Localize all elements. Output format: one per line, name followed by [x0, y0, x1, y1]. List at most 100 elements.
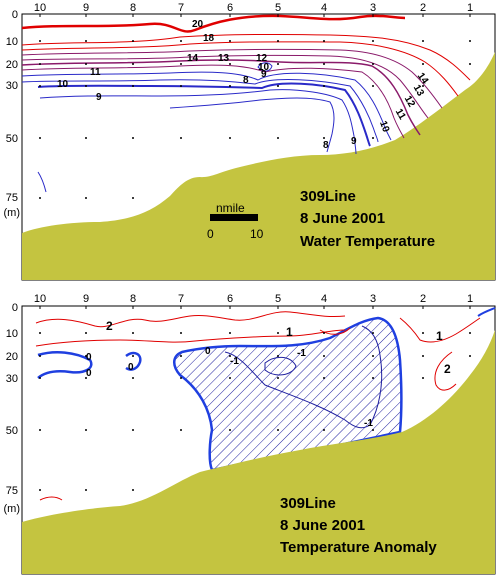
scale-bar-rect	[210, 214, 258, 221]
sample-point	[85, 197, 87, 199]
depth-label-75: 75	[6, 192, 18, 204]
sample-point	[323, 355, 325, 357]
anomaly-station-label-1: 1	[467, 293, 473, 305]
station-label-1: 1	[467, 2, 473, 14]
label-10: 10	[57, 79, 69, 90]
sample-point	[323, 63, 325, 65]
anomaly-label-2b: 2	[444, 362, 451, 376]
depth-label-0: 0	[12, 9, 18, 21]
sample-point	[39, 63, 41, 65]
anomaly-station-label-10: 10	[34, 293, 46, 305]
label-20: 20	[192, 19, 204, 30]
station-label-7: 7	[178, 2, 184, 14]
sample-point	[85, 137, 87, 139]
anomaly-station-labels: 10 9 8 7 6 5 4 3 2 1	[34, 293, 473, 305]
sample-point	[469, 40, 471, 42]
sample-point	[180, 377, 182, 379]
sample-point	[229, 85, 231, 87]
sample-point	[85, 377, 87, 379]
station-label-5: 5	[275, 2, 281, 14]
anomaly-label-m1a: -1	[297, 348, 306, 359]
sample-point	[180, 429, 182, 431]
temperature-depth-labels: 0 10 20 30 50 75 (m)	[4, 9, 21, 219]
sample-point	[323, 40, 325, 42]
sample-point	[422, 85, 424, 87]
scale-bar: nmile 0 10	[207, 201, 264, 241]
sample-point	[39, 197, 41, 199]
sample-point	[372, 377, 374, 379]
label-10b: 10	[377, 120, 391, 135]
sample-point	[85, 40, 87, 42]
sample-point	[132, 377, 134, 379]
sample-point	[132, 355, 134, 357]
temperature-station-ticks	[39, 14, 471, 17]
temperature-panel: 20 18 14 13 11 10 9 8 8 9 10 11 12 13 14…	[4, 2, 496, 281]
label-14: 14	[187, 53, 199, 64]
sample-point	[132, 429, 134, 431]
anomaly-depth-labels: 0 10 20 30 50 75 (m)	[4, 302, 21, 515]
sample-point	[229, 377, 231, 379]
isotherm-8	[169, 97, 335, 153]
sample-point	[132, 85, 134, 87]
sample-point	[39, 355, 41, 357]
sample-point	[229, 40, 231, 42]
sample-point	[372, 137, 374, 139]
sample-point	[180, 85, 182, 87]
anomaly-label-0c: 0	[205, 346, 211, 357]
depth-label-50: 50	[6, 133, 18, 145]
anomaly-station-label-8: 8	[130, 293, 136, 305]
anomaly-depth-label-0: 0	[12, 302, 18, 314]
label-9b: 9	[351, 136, 357, 147]
anomaly-label-m1b: -1	[364, 418, 373, 429]
sample-point	[132, 40, 134, 42]
sample-point	[180, 355, 182, 357]
sample-point	[39, 489, 41, 491]
anomaly-label-2: 2	[106, 319, 113, 333]
label-9: 9	[96, 92, 102, 103]
isotherm-13	[21, 64, 405, 139]
sample-point	[229, 429, 231, 431]
sample-point	[323, 332, 325, 334]
sample-point	[323, 429, 325, 431]
station-label-2: 2	[420, 2, 426, 14]
sample-point	[277, 377, 279, 379]
label-8b: 8	[323, 140, 329, 151]
anomaly-label-1a: 1	[286, 325, 293, 339]
anomaly-label-0d: 0	[86, 352, 92, 363]
isotherm-9	[39, 89, 357, 155]
sample-point	[469, 355, 471, 357]
sample-point	[132, 197, 134, 199]
sample-point	[39, 377, 41, 379]
sample-point	[277, 429, 279, 431]
sample-point	[277, 137, 279, 139]
sample-point	[132, 489, 134, 491]
sample-point	[469, 332, 471, 334]
anomaly-plus2-right	[434, 351, 457, 391]
sample-point	[132, 332, 134, 334]
anomaly-label-0b: 0	[128, 362, 134, 373]
temperature-contours	[21, 14, 471, 193]
temperature-contour-labels: 20 18 14 13 11 10 9 8 8 9 10 11 12 13 14…	[57, 19, 430, 151]
sample-point	[372, 332, 374, 334]
anomaly-station-label-9: 9	[83, 293, 89, 305]
temperature-title: Water Temperature	[300, 233, 435, 250]
anomaly-station-label-3: 3	[370, 293, 376, 305]
sample-point	[180, 137, 182, 139]
anomaly-depth-label-20: 20	[6, 351, 18, 363]
anomaly-label-m1c: -1	[230, 356, 239, 367]
anomaly-station-label-7: 7	[178, 293, 184, 305]
anomaly-plus1-top	[35, 329, 346, 347]
anomaly-depth-label-50: 50	[6, 425, 18, 437]
sample-point	[422, 377, 424, 379]
anomaly-depth-label-30: 30	[6, 373, 18, 385]
sample-point	[229, 137, 231, 139]
depth-label-20: 20	[6, 59, 18, 71]
isotherm-16	[21, 48, 443, 109]
isotherm-15	[21, 54, 429, 119]
label-12b: 12	[402, 94, 417, 110]
sample-point	[85, 489, 87, 491]
sample-point	[132, 137, 134, 139]
sample-point	[85, 85, 87, 87]
sample-point	[277, 40, 279, 42]
